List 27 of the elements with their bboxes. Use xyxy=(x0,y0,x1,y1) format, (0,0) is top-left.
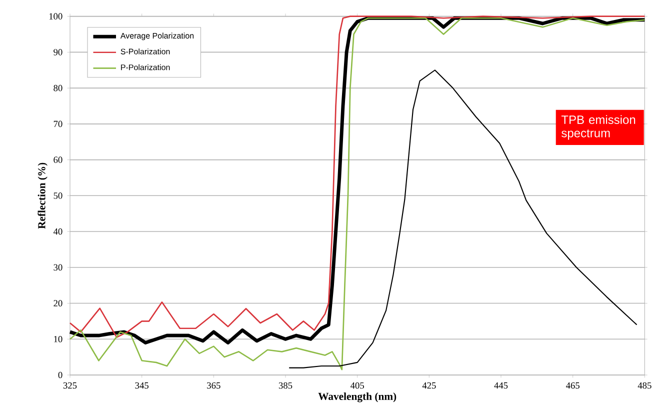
y-tick-label: 70 xyxy=(54,120,62,128)
x-tick-label: 385 xyxy=(278,382,292,389)
x-tick-label: 425 xyxy=(422,382,436,389)
x-tick-label: 405 xyxy=(350,382,364,389)
y-tick-label: 100 xyxy=(49,13,62,20)
y-tick-label: 40 xyxy=(53,228,62,235)
x-tick-label: 485 xyxy=(638,382,652,389)
annotation: TPB emission spectrum xyxy=(561,115,636,140)
y-tick-label: 30 xyxy=(54,264,62,271)
y-tick-label: 80 xyxy=(54,84,62,92)
x-tick-label: 365 xyxy=(207,382,220,389)
x-tick-label: 465 xyxy=(566,382,580,389)
y-tick-label: 60 xyxy=(54,156,62,163)
legend-label: P-Polarization xyxy=(121,64,170,70)
y-axis-title: Reflection (%) xyxy=(38,162,48,229)
y-tick-label: 10 xyxy=(54,336,62,342)
x-tick-label: 445 xyxy=(494,382,508,389)
x-tick-label: 325 xyxy=(63,382,77,389)
y-tick-label: 50 xyxy=(54,192,62,199)
x-tick-label: 345 xyxy=(135,382,148,389)
legend-label: S-Polarization xyxy=(120,48,170,54)
line-series xyxy=(288,70,638,368)
y-tick-label: 20 xyxy=(54,300,62,306)
y-tick-label: 0 xyxy=(58,372,62,378)
x-axis-title: Wavelength (nm) xyxy=(318,392,396,402)
y-tick-label: 90 xyxy=(54,49,62,56)
legend-label: Average Polarization xyxy=(120,32,194,40)
